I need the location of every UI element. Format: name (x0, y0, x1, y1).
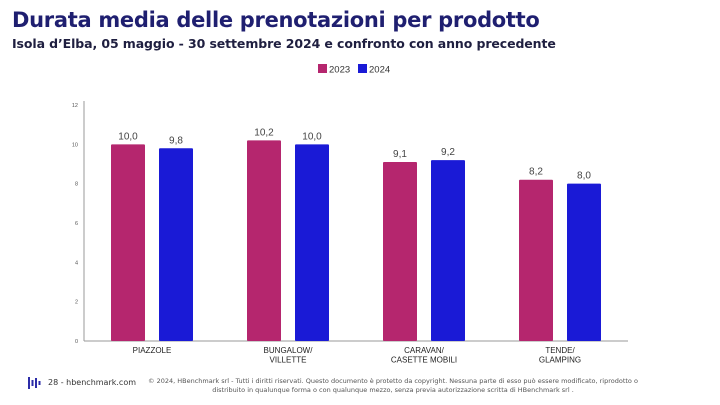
y-tick-label: 0 (75, 339, 78, 345)
x-tick-label: BUNGALOW/ (264, 346, 314, 355)
bar (519, 179, 553, 341)
footer-copyright-line: © 2024, HBenchmark srl - Tutti i diritti… (148, 377, 638, 385)
bar (383, 162, 417, 341)
data-label: 9,1 (393, 149, 407, 160)
data-label: 9,8 (169, 135, 183, 146)
legend-swatch (318, 64, 327, 73)
legend-label: 2024 (369, 65, 390, 76)
hbenchmark-logo-icon (28, 377, 41, 389)
bar (567, 183, 601, 341)
y-tick-label: 2 (75, 300, 78, 306)
x-tick-label: GLAMPING (539, 356, 581, 365)
data-label: 8,2 (529, 167, 543, 178)
y-tick-label: 12 (72, 103, 78, 109)
bar (159, 148, 193, 341)
y-tick-label: 10 (72, 142, 78, 148)
data-label: 10,2 (254, 127, 274, 138)
data-label: 10,0 (302, 131, 322, 142)
footer-copyright-line: distribuito in qualunque forma o con qua… (212, 386, 574, 394)
x-tick-label: CARAVAN/ (404, 346, 444, 355)
data-label: 9,2 (441, 147, 455, 158)
legend-label: 2023 (329, 65, 350, 76)
y-tick-label: 4 (75, 260, 78, 266)
footer-page-number: 28 - hbenchmark.com (48, 378, 137, 387)
bar (295, 144, 329, 341)
bar (431, 160, 465, 341)
page-subtitle: Isola d’Elba, 05 maggio - 30 settembre 2… (12, 36, 556, 51)
legend-swatch (358, 64, 367, 73)
x-tick-label: CASETTE MOBILI (391, 356, 457, 365)
footer-copyright: © 2024, HBenchmark srl - Tutti i diritti… (138, 377, 648, 395)
page-title: Durata media delle prenotazioni per prod… (12, 8, 540, 32)
bar (111, 144, 145, 341)
y-tick-label: 8 (75, 182, 78, 188)
bar (247, 140, 281, 341)
x-tick-label: TENDE/ (545, 346, 575, 355)
data-label: 10,0 (118, 131, 138, 142)
x-tick-label: VILLETTE (270, 356, 307, 365)
x-tick-label: PIAZZOLE (133, 346, 172, 355)
y-tick-label: 6 (75, 221, 78, 227)
data-label: 8,0 (577, 171, 591, 182)
